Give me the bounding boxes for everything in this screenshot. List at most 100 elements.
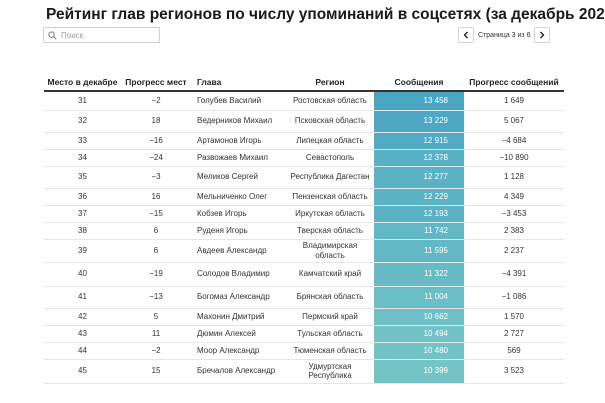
row-region: Брянская область: [286, 286, 374, 309]
chevron-right-icon: [540, 31, 545, 39]
row-region: Севастополь: [286, 149, 374, 167]
row-region: Иркутская область: [286, 205, 374, 223]
row-place: 44: [44, 342, 121, 360]
page-title: Рейтинг глав регионов по числу упоминани…: [46, 6, 605, 23]
row-place-progress: 11: [121, 325, 191, 343]
row-head-name: Бречалов Александр: [191, 359, 286, 384]
row-messages-progress: 1 649: [464, 91, 564, 111]
row-head-name: Моор Александр: [191, 342, 286, 360]
row-place-progress: −2: [121, 342, 191, 360]
next-page-button[interactable]: [534, 27, 551, 43]
row-head-name: Артамонов Игорь: [191, 132, 286, 150]
row-messages-progress: 2 237: [464, 239, 564, 263]
row-place-progress: −2: [121, 91, 191, 111]
row-head-name: Авдеев Александр: [191, 239, 286, 263]
row-messages: 12 277: [374, 166, 464, 189]
table-row: 40 −19 Солодов Владимир Камчатский край 11 3…: [44, 262, 564, 287]
search-icon: [48, 30, 57, 39]
row-place: 43: [44, 325, 121, 343]
row-messages-progress: −3 453: [464, 205, 564, 223]
row-region: Липецкая область: [286, 132, 374, 150]
column-header-messages-progress[interactable]: Прогресс сообщений: [464, 54, 564, 92]
search-box[interactable]: [43, 27, 160, 43]
row-messages: 12 229: [374, 188, 464, 206]
table-row: 39 6 Авдеев Александр Владимирская область 1…: [44, 239, 564, 263]
table-row: 32 18 Ведерников Михаил Псковская область 13…: [44, 110, 564, 133]
table-row: 41 −13 Богомаз Александр Брянская область 11…: [44, 286, 564, 309]
row-region: Республика Дагестан: [286, 166, 374, 189]
row-place: 41: [44, 286, 121, 309]
row-messages-progress: 2 383: [464, 222, 564, 240]
row-place-progress: −24: [121, 149, 191, 167]
row-region: Удмуртская Республика: [286, 359, 374, 384]
row-messages-progress: −10 890: [464, 149, 564, 167]
row-region: Тюменская область: [286, 342, 374, 360]
row-place: 42: [44, 308, 121, 326]
row-region: Тверская область: [286, 222, 374, 240]
row-region: Тульская область: [286, 325, 374, 343]
page-indicator: Страница 3 из 6: [478, 31, 531, 39]
column-header-place[interactable]: Место в декабре: [44, 54, 121, 92]
row-messages: 13 229: [374, 110, 464, 133]
row-messages: 11 742: [374, 222, 464, 240]
row-place-progress: 18: [121, 110, 191, 133]
row-messages-progress: −1 086: [464, 286, 564, 309]
row-region: Пензенская область: [286, 188, 374, 206]
table-row: 43 11 Дюмин Алексей Тульская область 10 494 2…: [44, 325, 564, 343]
ranking-table: Место в декабре Прогресс мест Глава Реги…: [44, 54, 564, 384]
column-header-head[interactable]: Глава: [191, 54, 286, 92]
row-messages-progress: 5 067: [464, 110, 564, 133]
row-region: Пермский край: [286, 308, 374, 326]
table-header-row: Место в декабре Прогресс мест Глава Реги…: [44, 54, 564, 92]
row-head-name: Богомаз Александр: [191, 286, 286, 309]
row-head-name: Кобзев Игорь: [191, 205, 286, 223]
row-region: Ростовская область: [286, 91, 374, 111]
table-row: 45 15 Бречалов Александр Удмуртская Республ…: [44, 359, 564, 384]
row-messages: 10 662: [374, 308, 464, 326]
table-row: 35 −3 Меликов Сергей Республика Дагестан 12 …: [44, 166, 564, 189]
row-messages: 10 399: [374, 359, 464, 384]
row-messages-progress: −4 684: [464, 132, 564, 150]
row-head-name: Солодов Владимир: [191, 262, 286, 287]
row-head-name: Меликов Сергей: [191, 166, 286, 189]
row-place: 35: [44, 166, 121, 189]
table-row: 34 −24 Развожаев Михаил Севастополь 12 378 −1…: [44, 149, 564, 167]
row-messages: 12 193: [374, 205, 464, 223]
table-row: 42 5 Махонин Дмитрий Пермский край 10 662 1 5…: [44, 308, 564, 326]
row-messages-progress: 1 570: [464, 308, 564, 326]
row-messages: 10 494: [374, 325, 464, 343]
row-messages-progress: 4 349: [464, 188, 564, 206]
row-messages-progress: 2 727: [464, 325, 564, 343]
row-place: 33: [44, 132, 121, 150]
row-place-progress: −15: [121, 205, 191, 223]
row-region: Камчатский край: [286, 262, 374, 287]
row-head-name: Махонин Дмитрий: [191, 308, 286, 326]
row-place-progress: −16: [121, 132, 191, 150]
row-messages: 11 322: [374, 262, 464, 287]
row-messages-progress: 3 523: [464, 359, 564, 384]
row-place: 36: [44, 188, 121, 206]
chevron-left-icon: [463, 31, 468, 39]
row-place: 32: [44, 110, 121, 133]
row-place-progress: 15: [121, 359, 191, 384]
column-header-region[interactable]: Регион: [286, 54, 374, 92]
row-place-progress: 5: [121, 308, 191, 326]
row-place: 37: [44, 205, 121, 223]
column-header-place-progress[interactable]: Прогресс мест: [121, 54, 191, 92]
search-input[interactable]: [61, 30, 156, 40]
row-messages-progress: 1 128: [464, 166, 564, 189]
column-header-messages[interactable]: Сообщения: [374, 54, 464, 92]
row-messages: 13 458: [374, 91, 464, 111]
row-messages: 11 595: [374, 239, 464, 263]
row-place: 40: [44, 262, 121, 287]
table-row: 38 6 Руденя Игорь Тверская область 11 742 2 3…: [44, 222, 564, 240]
row-messages: 11 004: [374, 286, 464, 309]
pagination: Страница 3 из 6: [458, 27, 551, 43]
row-head-name: Голубев Василий: [191, 91, 286, 111]
prev-page-button[interactable]: [458, 27, 474, 43]
row-head-name: Руденя Игорь: [191, 222, 286, 240]
row-place: 38: [44, 222, 121, 240]
table-row: 31 −2 Голубев Василий Ростовская область 13 …: [44, 91, 564, 111]
row-region: Владимирская область: [286, 239, 374, 263]
row-place: 31: [44, 91, 121, 111]
